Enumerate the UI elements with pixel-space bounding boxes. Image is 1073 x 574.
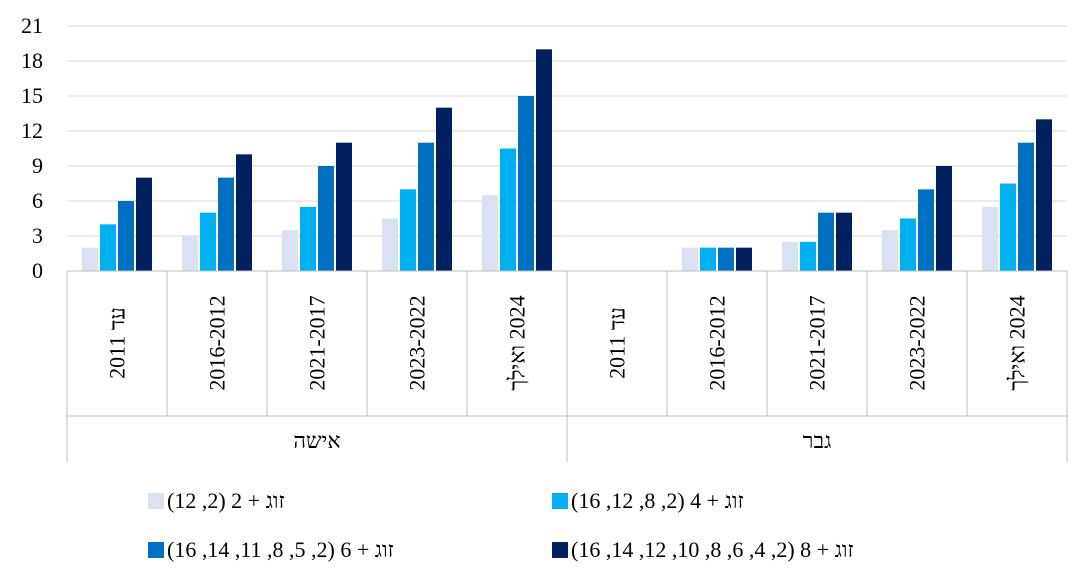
bar	[1036, 119, 1052, 271]
y-tick-label: 15	[21, 83, 43, 108]
bar	[982, 206, 998, 271]
bar	[836, 212, 852, 271]
bar	[100, 224, 116, 271]
x-category-label: 2016-2012	[205, 295, 230, 390]
bar	[818, 212, 834, 271]
bar	[482, 195, 498, 271]
x-group-label: אישה	[293, 428, 340, 453]
bar	[518, 96, 534, 271]
bar	[400, 189, 416, 271]
bar	[82, 247, 98, 271]
x-category-label: 2016-2012	[705, 295, 730, 390]
y-tick-label: 12	[21, 118, 43, 143]
bar	[118, 201, 134, 271]
bar	[500, 148, 516, 271]
bar	[536, 49, 552, 272]
y-tick-label: 9	[32, 153, 43, 178]
bar	[918, 189, 934, 271]
bar	[136, 177, 152, 271]
bar	[236, 154, 252, 271]
bar	[300, 206, 316, 271]
bar	[182, 236, 198, 271]
bar	[782, 241, 798, 271]
y-tick-label: 21	[21, 13, 43, 38]
bar	[1000, 183, 1016, 271]
bar	[1018, 142, 1034, 271]
bar	[218, 177, 234, 271]
bar	[718, 247, 734, 271]
x-category-label: 2023-2022	[405, 295, 430, 390]
bar	[436, 107, 452, 272]
bar	[418, 142, 434, 271]
bar	[682, 247, 698, 271]
x-category-label: 2024 ואילך	[1005, 295, 1030, 390]
bar	[700, 247, 716, 271]
bar	[336, 142, 352, 271]
x-group-label: גבר	[803, 428, 832, 453]
bar	[736, 247, 752, 271]
x-category-label: 2024 ואילך	[505, 295, 530, 390]
bar	[200, 212, 216, 271]
y-tick-label: 18	[21, 48, 43, 73]
x-category-label: 2021-2017	[805, 295, 830, 390]
bar	[882, 230, 898, 271]
bar	[800, 241, 816, 271]
x-category-label: 2021-2017	[305, 295, 330, 390]
bar	[282, 230, 298, 271]
bar	[900, 218, 916, 271]
y-tick-label: 6	[32, 188, 43, 213]
x-category-label: עד 2011	[105, 307, 130, 379]
bar	[318, 166, 334, 271]
bar	[936, 166, 952, 271]
y-tick-label: 3	[32, 223, 43, 248]
x-category-label: עד 2011	[605, 307, 630, 379]
x-category-label: 2023-2022	[905, 295, 930, 390]
y-tick-label: 0	[32, 258, 43, 283]
bar	[382, 218, 398, 271]
